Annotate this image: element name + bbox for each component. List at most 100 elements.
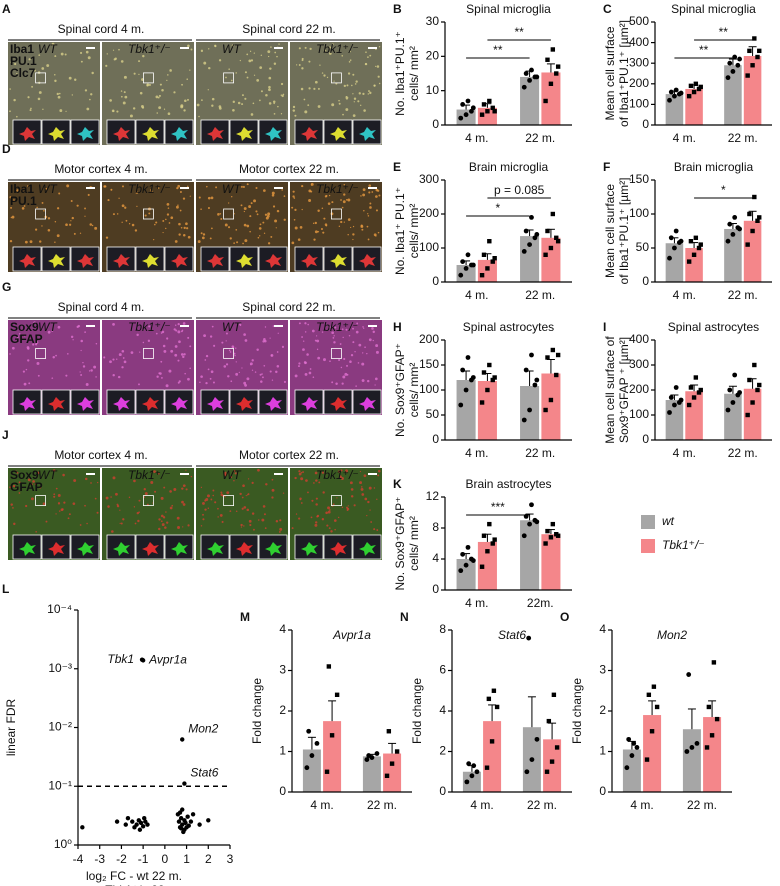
speckle (276, 351, 279, 353)
speckle (333, 519, 337, 522)
speckle (109, 360, 112, 364)
speckle (352, 93, 354, 95)
speckle (217, 516, 219, 518)
speckle (264, 527, 267, 530)
speckle (327, 202, 331, 205)
data-point (714, 716, 720, 722)
y-tick-label: 0 (432, 117, 439, 131)
speckle (111, 109, 115, 113)
y-tick-label: 10⁻¹ (48, 778, 72, 792)
speckle (343, 183, 346, 186)
speckle (283, 195, 286, 197)
speckle (73, 479, 77, 483)
data-point (523, 228, 529, 234)
speckle (168, 369, 172, 373)
data-point (529, 215, 534, 220)
bar (383, 753, 402, 792)
data-point (523, 367, 529, 373)
speckle (324, 472, 326, 475)
speckle (185, 469, 187, 471)
speckle (362, 326, 364, 328)
speckle (243, 210, 245, 213)
speckle (170, 349, 174, 353)
y-tick-label: 150 (419, 357, 439, 371)
speckle (123, 360, 127, 364)
speckle (180, 226, 183, 229)
speckle (35, 228, 38, 231)
speckle (105, 496, 109, 500)
data-point (481, 102, 487, 107)
inset-cell (265, 254, 282, 268)
speckle (355, 80, 358, 83)
speckle (155, 332, 158, 335)
inset (164, 119, 194, 145)
speckle (368, 191, 371, 194)
speckle (210, 498, 213, 501)
x-tick-label: 2 (205, 852, 212, 866)
data-point (521, 249, 527, 254)
data-point (492, 375, 497, 380)
speckle (255, 210, 258, 213)
data-point (704, 745, 710, 750)
inset-cell (207, 127, 224, 141)
speckle (96, 511, 99, 514)
genotype-label: Tbk1⁺/⁻ (128, 42, 171, 56)
speckle (148, 212, 151, 215)
bar (643, 715, 662, 792)
speckle (161, 377, 163, 379)
speckle (317, 105, 321, 108)
speckle (354, 83, 357, 85)
data-point (706, 704, 712, 710)
speckle (155, 95, 159, 99)
speckle (74, 78, 77, 81)
speckle (314, 523, 318, 527)
data-point (755, 218, 760, 223)
data-point (554, 745, 560, 750)
speckle (349, 360, 352, 363)
x-tick-label: 3 (227, 852, 234, 866)
inset (258, 389, 288, 415)
data-point (460, 259, 466, 264)
speckle (367, 238, 370, 241)
speckle (241, 496, 244, 499)
bar (541, 72, 561, 125)
speckle (322, 491, 325, 494)
speckle (352, 73, 355, 76)
speckle (235, 510, 238, 513)
speckle (189, 367, 191, 370)
speckle (343, 84, 346, 88)
speckle (224, 496, 226, 498)
speckle (133, 479, 136, 483)
speckle (63, 501, 66, 504)
speckle (189, 345, 192, 348)
data-point (521, 417, 527, 423)
bar (456, 380, 476, 440)
speckle (299, 226, 303, 229)
speckle (177, 330, 181, 334)
speckle (366, 352, 368, 355)
inset-cell (48, 127, 65, 141)
speckle (23, 205, 26, 207)
panel-letter: B (393, 2, 402, 16)
x-tick-label: 4 m. (465, 131, 488, 145)
speckle (360, 104, 362, 107)
speckle (229, 510, 232, 512)
speckle (226, 491, 230, 495)
speckle (376, 498, 378, 501)
speckle (374, 377, 378, 381)
speckle (121, 349, 125, 353)
speckle (115, 492, 118, 496)
speckle (107, 505, 110, 508)
y-tick-label: 50 (636, 240, 650, 254)
image-header: Spinal cord 4 m. (58, 22, 145, 36)
speckle (359, 470, 362, 473)
speckle (369, 202, 372, 205)
speckle (372, 330, 375, 334)
speckle (160, 496, 164, 500)
speckle (335, 382, 338, 385)
speckle (112, 374, 115, 377)
panel-letter: H (393, 320, 402, 334)
inset-cell (265, 127, 282, 141)
speckle (35, 340, 39, 344)
